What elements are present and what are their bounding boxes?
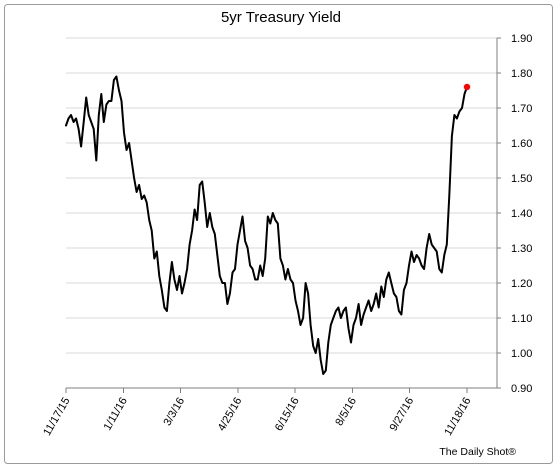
y-tick-label: 1.90 — [511, 33, 532, 45]
y-tick-label: 0.90 — [511, 383, 532, 395]
y-tick-label: 1.60 — [511, 138, 532, 150]
y-tick-label: 1.10 — [511, 313, 532, 325]
y-tick-label: 1.80 — [511, 68, 532, 80]
gridlines — [66, 37, 497, 354]
latest-point-marker — [463, 83, 471, 91]
y-tick-label: 1.70 — [511, 103, 532, 115]
y-tick-label: 1.20 — [511, 278, 532, 290]
chart-title: 5yr Treasury Yield — [221, 9, 341, 26]
y-tick-label: 1.40 — [511, 208, 532, 220]
y-tick-label: 1.30 — [511, 243, 532, 255]
y-axis-tick-labels: 1.90 1.80 1.70 1.60 1.50 1.40 1.30 1.20 1.10 1.00… — [511, 33, 532, 395]
source-credit: The Daily Shot® — [439, 446, 516, 458]
y-tick-label: 1.50 — [511, 173, 532, 185]
y-tick-label: 1.00 — [511, 348, 532, 360]
yield-line — [65, 75, 468, 375]
axes — [65, 37, 501, 393]
series — [65, 75, 471, 375]
